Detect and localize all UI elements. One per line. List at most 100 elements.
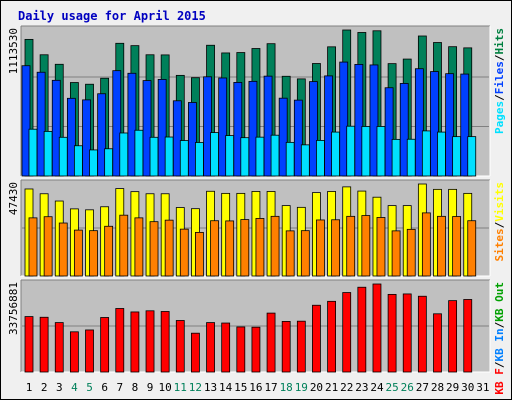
pages-bar: [285, 141, 295, 177]
pages-bar: [119, 132, 129, 177]
day-label: 18: [280, 381, 293, 394]
day-label: 28: [431, 381, 444, 394]
kbytes-bar: [402, 293, 412, 373]
kbytes-legend-kb-f: KB F: [493, 368, 506, 395]
kbytes-bar: [372, 283, 382, 373]
chart-title: Daily usage for April 2015: [18, 9, 206, 23]
files-bar: [82, 99, 91, 177]
kbytes-bar: [85, 329, 94, 373]
day-label: 3: [56, 381, 63, 394]
files-bar: [112, 70, 122, 177]
day-label: 22: [340, 381, 353, 394]
files-bar: [324, 75, 333, 177]
files-bar: [384, 87, 394, 177]
kbytes-bar: [206, 322, 215, 373]
files-bar: [21, 65, 31, 177]
kbytes-bar: [266, 312, 276, 373]
pages-bar: [58, 136, 68, 177]
kbytes-legend-separator: /: [493, 321, 506, 328]
sites-bar: [285, 230, 295, 277]
files-bar: [218, 77, 228, 177]
day-label: 14: [219, 381, 233, 394]
kbytes-bar: [463, 299, 473, 373]
sites-bar: [300, 230, 310, 277]
visits-legend-sites: Sites: [493, 228, 506, 261]
pages-bar: [104, 148, 114, 177]
visits-legend-visits: Visits: [493, 182, 506, 222]
day-label: 27: [416, 381, 429, 394]
files-bar: [157, 79, 167, 177]
kbytes-bar: [24, 316, 34, 373]
sites-bar: [421, 212, 431, 277]
kbytes-bar: [417, 295, 427, 373]
kbytes-bar: [54, 322, 64, 373]
sites-bar: [346, 215, 356, 277]
day-label: 25: [385, 381, 398, 394]
kbytes-bar: [312, 304, 321, 373]
sites-bar: [58, 222, 68, 277]
hits-legend-separator: /: [493, 94, 506, 101]
pages-bar: [195, 142, 204, 177]
pages-bar: [391, 138, 401, 177]
kbytes-bar: [175, 320, 185, 373]
kbytes-legend-kb-in: KB In: [493, 328, 506, 361]
day-label: 29: [446, 381, 459, 394]
kbytes-bar: [191, 332, 200, 373]
pages-bar: [73, 145, 83, 177]
day-label: 8: [132, 381, 139, 394]
files-bar: [414, 68, 424, 177]
files-bar: [278, 97, 288, 177]
files-bar: [248, 80, 258, 177]
kbytes-bar: [39, 316, 49, 373]
sites-bar: [406, 228, 416, 277]
kbytes-bar: [69, 331, 79, 373]
day-label: 5: [86, 381, 93, 394]
day-label: 13: [204, 381, 217, 394]
day-label: 23: [355, 381, 368, 394]
pages-bar: [28, 128, 38, 177]
kbytes-bar: [236, 326, 246, 373]
pages-bar: [346, 125, 356, 177]
day-label: 16: [249, 381, 262, 394]
day-label: 21: [325, 381, 338, 394]
day-label: 1: [26, 381, 33, 394]
sites-bar: [331, 219, 340, 277]
pages-bar: [240, 137, 250, 177]
pages-bar: [437, 131, 446, 177]
files-bar: [51, 79, 61, 177]
files-bar: [263, 75, 273, 177]
files-bar: [172, 100, 182, 177]
sites-bar: [467, 220, 477, 277]
files-bar: [293, 99, 303, 177]
sites-bar: [149, 221, 159, 277]
sites-bar: [134, 217, 144, 277]
sites-bar: [270, 215, 280, 277]
sites-bar: [164, 219, 174, 277]
files-bar: [203, 76, 212, 177]
kbytes-bar: [145, 310, 155, 373]
pages-bar: [331, 131, 340, 177]
pages-bar: [89, 149, 98, 177]
sites-bar: [119, 214, 129, 277]
sites-bar: [316, 219, 325, 277]
sites-bar: [376, 217, 386, 277]
kbytes-bar: [221, 322, 231, 373]
sites-bar: [225, 220, 235, 277]
sites-bar: [391, 230, 401, 277]
sites-bar: [452, 216, 462, 277]
kbytes-bar: [387, 293, 397, 373]
day-label: 10: [159, 381, 172, 394]
sites-bar: [361, 215, 371, 277]
pages-bar: [270, 134, 280, 177]
pages-bar: [210, 132, 219, 177]
sites-bar: [104, 225, 114, 277]
kbytes-legend-separator: /: [493, 361, 506, 368]
pages-bar: [376, 126, 386, 177]
pages-bar: [164, 136, 174, 177]
visits-max-label: 47430: [7, 182, 20, 215]
day-label: 4: [71, 381, 78, 394]
pages-bar: [225, 135, 235, 177]
files-bar: [188, 102, 197, 177]
day-label: 11: [174, 381, 187, 394]
hits-legend-hits: Hits: [493, 28, 506, 55]
